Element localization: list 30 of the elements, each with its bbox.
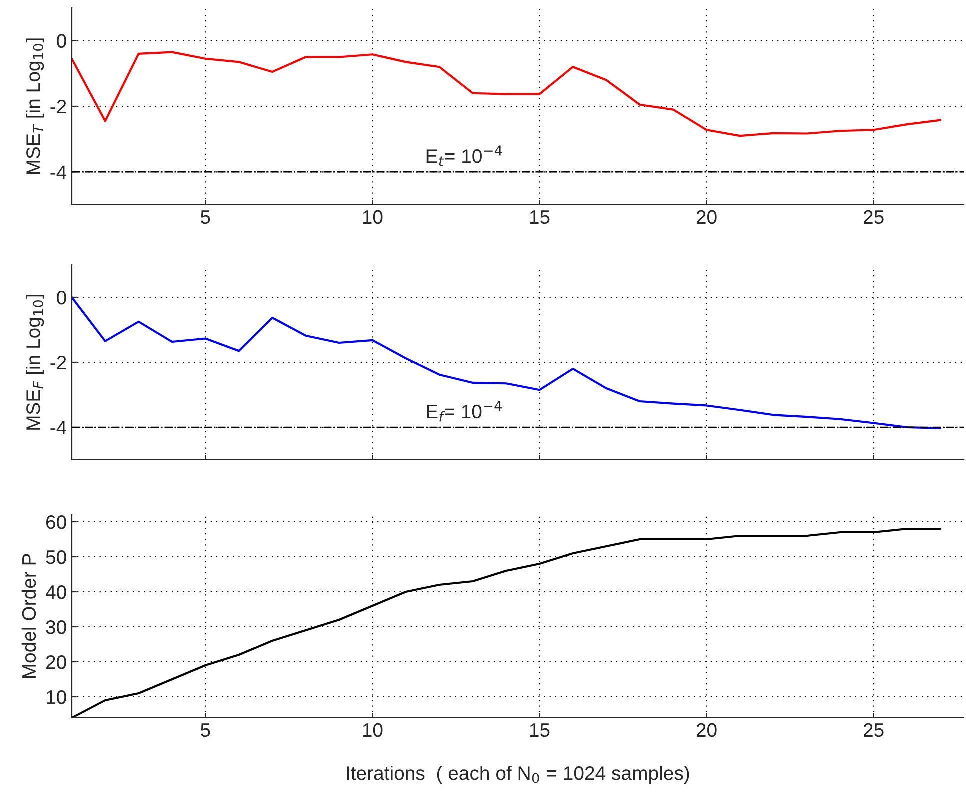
x-tick-label: 20 <box>696 723 717 738</box>
y-tick-label: 60 <box>46 515 66 530</box>
y-tick-label: -2 <box>50 100 66 114</box>
x-tick-label: 5 <box>201 210 210 224</box>
y-tick-label: 10 <box>46 690 66 704</box>
line-series <box>72 51 942 138</box>
y-tick-label: 20 <box>46 655 66 670</box>
y-tick-label: 40 <box>46 585 66 600</box>
x-tick-label: 15 <box>530 210 550 224</box>
x-tick-label: 15 <box>530 724 550 738</box>
y-tick-label: -2 <box>50 356 66 370</box>
x-tick-label: 25 <box>864 210 884 224</box>
x-tick-label: 10 <box>363 210 383 224</box>
x-tick-label: 20 <box>696 210 717 224</box>
y-tick-label: 30 <box>46 620 66 634</box>
y-axis-title: Model Order P <box>22 554 36 678</box>
x-tick-label: 10 <box>363 723 383 738</box>
y-tick-label: 0 <box>57 290 66 305</box>
x-axis-title: Iterations ( each of N$_{0}$ = 1024 samples) <box>347 766 690 784</box>
ref-line-label: E$_{f}$= 10$^{−4}$ <box>427 401 502 422</box>
x-tick-label: 25 <box>864 723 884 738</box>
line-series <box>72 296 942 430</box>
x-tick-label: 5 <box>201 724 210 738</box>
y-tick-label: 50 <box>46 550 66 564</box>
ref-line-label: E$_{t}$= 10$^{−4}$ <box>426 146 502 166</box>
y-axis-title: MSE$_{T}$ [in Log$_{10}$] <box>26 38 44 174</box>
y-tick-label: 0 <box>57 34 66 48</box>
y-tick-label: -4 <box>50 166 67 180</box>
y-axis-title: MSE$_{F}$ [in Log$_{10}$] <box>26 295 44 430</box>
y-tick-label: -4 <box>50 421 67 435</box>
